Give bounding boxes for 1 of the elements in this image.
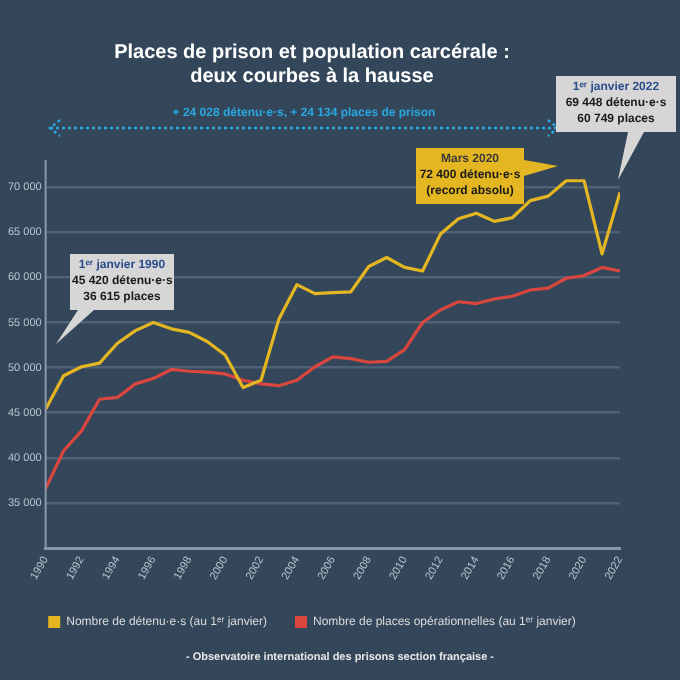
- chart-title: Places de prison et population carcérale : deux courbes à la hausse: [114, 41, 510, 88]
